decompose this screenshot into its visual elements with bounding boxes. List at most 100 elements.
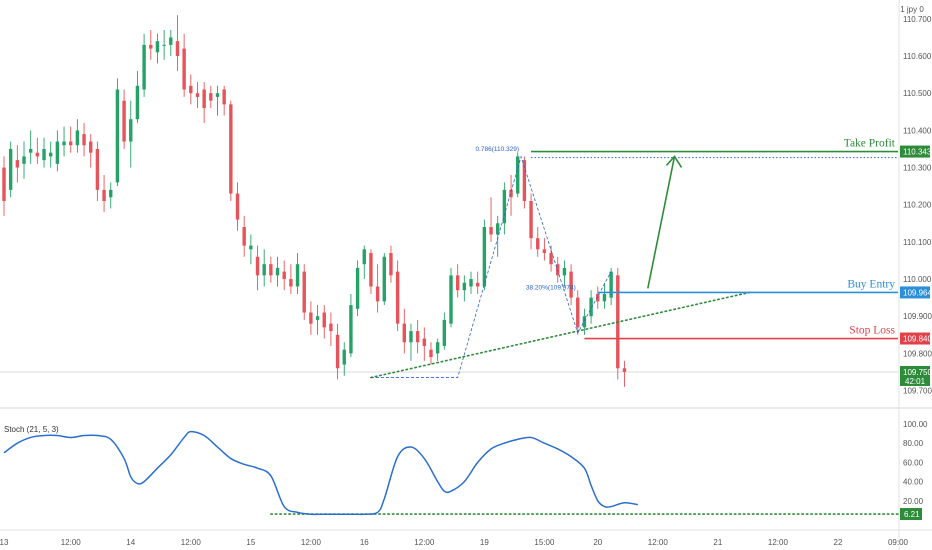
stop-loss-price-badge [900, 332, 930, 345]
candle [195, 82, 200, 109]
candle [462, 275, 467, 302]
fib-label: 0.786(110.329) [475, 146, 519, 153]
candle-body [182, 48, 186, 90]
candle-body [362, 249, 366, 265]
x-axis: 13 12:00 14 12:00 15 12:00 16 12:00 19 15:00 20 12:… [0, 538, 909, 547]
candle [402, 308, 406, 354]
candle-body [516, 156, 520, 194]
candle [596, 286, 600, 309]
candle [429, 342, 433, 365]
candle-body [49, 152, 53, 157]
candle [235, 182, 240, 231]
take-profit-price-text: 110.343 [903, 148, 932, 157]
candle-body [62, 141, 66, 146]
candle [162, 30, 166, 60]
candle [262, 249, 266, 287]
candle [375, 264, 380, 313]
candle-body [569, 271, 573, 298]
buy-entry-label: Buy Entry [847, 278, 895, 290]
candle [302, 264, 306, 320]
candle [15, 145, 20, 183]
stop-loss-price-text: 109.840 [903, 335, 932, 344]
candle-body [576, 297, 580, 328]
candle [142, 33, 146, 97]
candle-body [482, 227, 487, 287]
candle-body [602, 293, 607, 302]
candle-body [55, 141, 60, 164]
candle-body [415, 331, 420, 343]
candle-body [442, 319, 447, 346]
candle [129, 100, 133, 168]
candle-body [549, 253, 553, 265]
candle-body [582, 316, 587, 328]
candle-body [295, 264, 300, 287]
time-tick-label: 13 [0, 538, 9, 547]
price-tick-label: 109.900 [903, 312, 932, 321]
candle [82, 122, 86, 157]
candle-body [95, 148, 100, 190]
candle-body [522, 160, 527, 201]
candle [389, 245, 393, 283]
candle-body [255, 256, 260, 276]
candle [576, 290, 580, 335]
candle [22, 141, 26, 179]
candle-body [329, 323, 333, 332]
candle-body [596, 293, 600, 302]
candle [189, 74, 193, 105]
candle [222, 85, 226, 116]
candle-body [15, 160, 20, 168]
candle-body [262, 264, 266, 276]
target-arrow-shaft [647, 156, 676, 289]
candle-body [82, 134, 86, 146]
candle [442, 312, 447, 350]
candle-body [89, 141, 93, 153]
candle-body [175, 41, 180, 57]
candle [549, 245, 553, 272]
candle [95, 141, 100, 201]
candle [55, 130, 60, 172]
candle [335, 323, 340, 380]
candle-body [355, 267, 360, 309]
time-tick-label: 21 [713, 538, 722, 547]
candle-body [502, 189, 507, 224]
candle [449, 267, 453, 328]
price-tick-label: 110.000 [903, 275, 932, 284]
current-price-text: 109.750 [903, 368, 932, 377]
candle [489, 197, 493, 242]
candle [289, 264, 293, 294]
candle-body [536, 238, 540, 250]
candle [562, 260, 567, 287]
stochastic-panel [3, 430, 899, 516]
candle [155, 33, 160, 64]
time-tick-label: 19 [480, 538, 489, 547]
candle [282, 260, 286, 291]
candle-body [162, 44, 166, 46]
time-tick-label: 12:00 [768, 538, 789, 547]
candle-body [142, 44, 146, 90]
time-tick-label: 15:00 [534, 538, 555, 547]
candle [315, 305, 320, 335]
candle-body [455, 275, 460, 291]
candle [349, 293, 353, 358]
candle [569, 264, 573, 306]
candle [209, 85, 213, 109]
price-tick-label: 110.500 [903, 89, 932, 98]
candle [616, 267, 620, 380]
candle [175, 15, 180, 71]
candle-body [28, 148, 33, 153]
candle [329, 312, 333, 346]
candle-body [335, 334, 340, 369]
candle [62, 126, 66, 157]
candle-body [289, 279, 293, 287]
candle [115, 78, 120, 187]
buy-entry-price-text: 109.964 [903, 288, 932, 297]
candle-body [309, 312, 313, 324]
candle [496, 215, 500, 257]
candle-body [249, 245, 253, 250]
candle [469, 271, 473, 294]
candle-body [8, 148, 13, 190]
candle-body [22, 156, 26, 164]
candle-body [389, 253, 393, 276]
candle [249, 234, 253, 265]
